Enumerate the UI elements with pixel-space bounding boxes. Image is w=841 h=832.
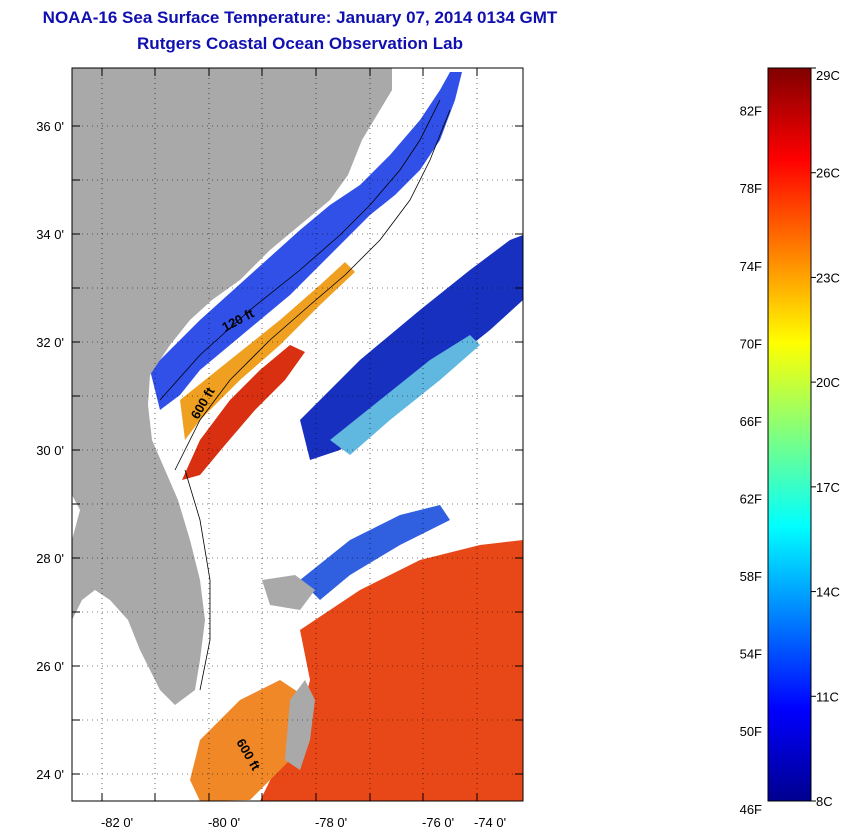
celsius-label: 26C xyxy=(816,166,840,181)
celsius-label: 29C xyxy=(816,68,840,83)
plot-frame xyxy=(71,67,524,802)
land-us-east-coast xyxy=(72,68,392,705)
map-title: NOAA-16 Sea Surface Temperature: January… xyxy=(42,8,558,27)
lon-tick-label: -76 0' xyxy=(422,815,454,830)
land-cuba xyxy=(285,680,315,770)
latitude-labels: 36 0' 34 0' 32 0' 30 0' 28 0' 26 0' 24 0' xyxy=(36,119,64,782)
land-andros xyxy=(262,575,315,610)
fahrenheit-labels: 82F 78F 74F 70F 66F 62F 58F 54F 50F 46F xyxy=(740,104,762,817)
fahrenheit-label: 46F xyxy=(740,802,762,817)
lat-tick-label: 30 0' xyxy=(36,443,64,458)
sst-warm-core xyxy=(182,345,305,480)
lat-tick-label: 26 0' xyxy=(36,659,64,674)
fahrenheit-label: 58F xyxy=(740,569,762,584)
sst-southern-patch xyxy=(190,680,310,801)
fahrenheit-label: 70F xyxy=(740,336,762,351)
celsius-label: 17C xyxy=(816,480,840,495)
contour-120ft xyxy=(159,99,441,401)
fahrenheit-label: 50F xyxy=(740,724,762,739)
axis-ticks xyxy=(72,68,523,801)
fahrenheit-label: 78F xyxy=(740,181,762,196)
celsius-label: 8C xyxy=(816,794,833,809)
fahrenheit-label: 82F xyxy=(740,104,762,119)
sst-map: 120 ft 600 ft 600 ft 36 0'34 0'32 0'30 0… xyxy=(36,67,524,830)
lat-tick-label: 24 0' xyxy=(36,767,64,782)
lon-tick-label: -74 0' xyxy=(474,815,506,830)
sst-cloud-band-1 xyxy=(300,235,523,460)
celsius-label: 11C xyxy=(816,689,839,704)
lon-tick-label: -78 0' xyxy=(315,815,347,830)
fahrenheit-label: 54F xyxy=(740,647,762,662)
longitude-labels: -82 0' -80 0' -78 0' -76 0' -74 0' xyxy=(101,815,506,830)
celsius-labels: 29C 26C 23C 20C 17C 14C 11C 8C xyxy=(811,67,840,809)
lat-tick-label: 28 0' xyxy=(36,551,64,566)
lat-tick-label: 34 0' xyxy=(36,227,64,242)
lat-tick-label: 36 0' xyxy=(36,119,64,134)
celsius-label: 23C xyxy=(816,270,840,285)
lon-tick-label: -82 0' xyxy=(101,815,133,830)
sst-swath-gulfstream xyxy=(180,262,355,440)
sst-cloud-band-2 xyxy=(330,335,480,455)
map-subtitle: Rutgers Coastal Ocean Observation Lab xyxy=(137,34,463,53)
celsius-label: 20C xyxy=(816,375,840,390)
lon-tick-label: -80 0' xyxy=(208,815,240,830)
fahrenheit-label: 74F xyxy=(740,259,762,274)
sst-bahamas-mix xyxy=(300,505,450,600)
lat-tick-label: 32 0' xyxy=(36,335,64,350)
colorbar-scale xyxy=(767,67,812,802)
contour-florida xyxy=(184,469,211,691)
fahrenheit-label: 62F xyxy=(740,491,762,506)
sst-swath-carolina xyxy=(150,72,462,410)
fahrenheit-label: 66F xyxy=(740,414,762,429)
celsius-label: 14C xyxy=(816,585,840,600)
contour-600ft xyxy=(174,109,451,471)
graticule xyxy=(72,68,523,801)
sst-southern-region xyxy=(260,540,523,801)
